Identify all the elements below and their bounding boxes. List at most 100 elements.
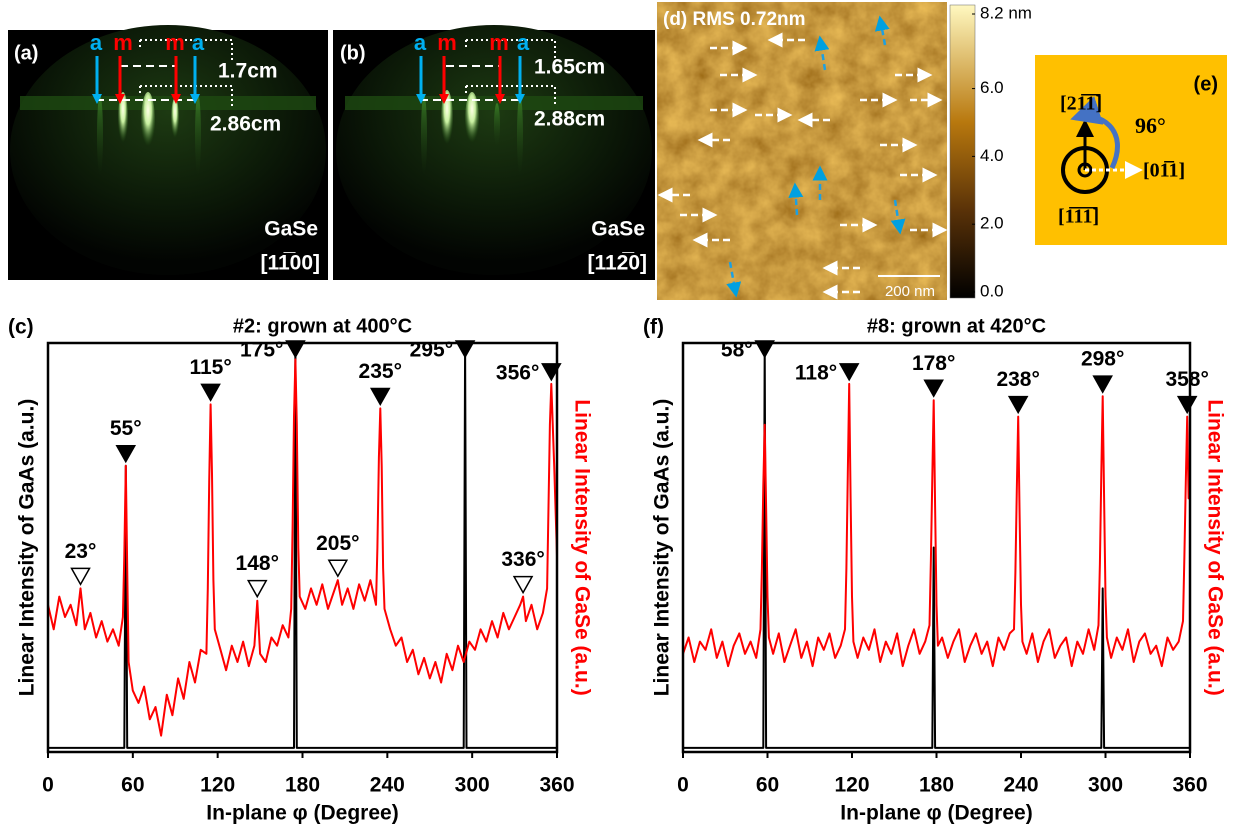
zone-axis-label: [112̅0]: [587, 252, 647, 275]
streak-label: a: [414, 30, 427, 55]
bracket: [96, 65, 200, 101]
rheed-panel-a: [8, 25, 328, 280]
streak-label: a: [90, 30, 103, 55]
peak-marker: [327, 559, 349, 578]
y2-axis-label: Linear Intensity of GaSe (a.u.): [1203, 399, 1226, 695]
streak-label: m: [437, 30, 457, 55]
x-tick-label: 180: [919, 774, 954, 797]
streak: [171, 98, 179, 142]
x-tick-label: 120: [200, 774, 235, 797]
afm-panel: (d) RMS 0.72nm 200 nm: [657, 2, 976, 300]
direction-label: [1̅1̅1̅]: [1058, 206, 1099, 228]
peak-label: 148°: [236, 552, 279, 575]
peak-label: 205°: [316, 532, 359, 555]
angle-label: 96°: [1135, 113, 1166, 138]
x-tick-label: 300: [1088, 774, 1123, 797]
direction-label: [21̅1̅]: [1060, 93, 1102, 115]
streak-arrow-head: [171, 94, 181, 104]
series-line: [682, 382, 1191, 668]
panel-label: (d) RMS 0.72nm: [663, 9, 806, 30]
bracket: [420, 65, 524, 101]
material-label: GaSe: [264, 218, 318, 241]
distance-label: 1.65cm: [534, 56, 605, 79]
peak-marker: [70, 567, 91, 586]
x-tick-label: 120: [834, 774, 869, 797]
step-arrows: [657, 32, 948, 300]
peak-label: 118°: [795, 361, 837, 384]
peak-marker: [512, 575, 534, 595]
chart: (f) #8: grown at 420°C In-plane φ (Degree)…: [643, 315, 1226, 824]
peak-marker: [369, 387, 391, 406]
distance-label: 1.7cm: [218, 60, 278, 83]
x-tick-label: 0: [677, 774, 689, 797]
peak-label: 23°: [65, 540, 97, 563]
streak-arrow-head: [92, 94, 102, 104]
peak-label: 295°: [410, 339, 453, 362]
peak-marker: [1176, 395, 1198, 415]
peak-label: 175°: [240, 339, 283, 362]
panel-background: [1035, 55, 1227, 245]
streak: [97, 95, 103, 175]
x-tick-label: 360: [1172, 774, 1207, 797]
peak-label: 55°: [110, 417, 142, 440]
streak: [195, 95, 201, 175]
peak-label: 235°: [359, 360, 402, 383]
x-tick-label: 360: [539, 774, 574, 797]
x-tick-label: 240: [370, 774, 405, 797]
material-label: GaSe: [591, 218, 645, 241]
streak: [517, 95, 523, 175]
y-axis-label: Linear Intensity of GaAs (a.u.): [651, 399, 674, 697]
x-axis-label: In-plane φ (Degree): [840, 802, 1032, 825]
peak-label: 178°: [912, 352, 955, 375]
x-tick-label: 240: [1003, 774, 1038, 797]
peak-marker: [838, 363, 860, 382]
distance-label: 2.86cm: [210, 113, 281, 136]
peak-marker: [1092, 375, 1113, 394]
streak: [421, 95, 427, 175]
rheed-panel-b: [333, 25, 655, 280]
y-axis-label: Linear Intensity of GaAs (a.u.): [16, 399, 39, 697]
x-tick-label: 180: [285, 774, 320, 797]
colorbar-tick-label: 6.0: [980, 78, 1004, 97]
x-tick-label: 60: [121, 774, 144, 797]
rheed-glow: [10, 25, 326, 275]
peak-label: 238°: [996, 368, 1039, 391]
colorbar-tick-label: 0.0: [980, 281, 1004, 300]
panel-label: (a): [14, 42, 38, 64]
angle-arrow: [1070, 96, 1120, 170]
streak-label: m: [113, 30, 133, 55]
direction-label: [01̅1]: [1143, 160, 1185, 182]
streak: [494, 103, 500, 147]
peak-marker: [115, 444, 137, 464]
peak-label: 356°: [496, 361, 539, 384]
x-tick-label: 0: [42, 774, 54, 797]
plot-frame: [681, 341, 1192, 754]
streak-label: m: [489, 30, 509, 55]
rheed-glow: [336, 25, 652, 275]
peak-marker: [1007, 395, 1029, 415]
x-axis-label: In-plane φ (Degree): [206, 802, 398, 825]
peak-marker: [246, 579, 268, 599]
peak-marker: [541, 363, 562, 382]
peak-marker: [285, 340, 306, 359]
peak-marker: [754, 340, 775, 359]
streak-arrow-head: [495, 94, 505, 104]
streak: [465, 92, 479, 148]
colorbar-tick-label: 4.0: [980, 146, 1004, 165]
streak: [441, 90, 453, 150]
peak-label: 358°: [1165, 368, 1208, 391]
x-tick-label: 60: [756, 774, 779, 797]
panel-label: (f): [643, 316, 664, 339]
chart-title: #8: grown at 420°C: [867, 315, 1046, 337]
afm-image: [657, 2, 947, 300]
series-line: [47, 358, 558, 737]
x-tick-label: 300: [455, 774, 490, 797]
streak-arrow-head: [416, 94, 426, 104]
streak-arrow-head: [439, 94, 449, 104]
orientation-panel: [21̅1̅] (e) 96° [01̅1] [1̅1̅1̅]: [1035, 55, 1227, 245]
zone-axis-label: [11̅00]: [260, 252, 320, 275]
peak-marker: [454, 340, 476, 359]
streak-arrow-head: [115, 94, 125, 104]
colorbar-tick-label: 2.0: [980, 214, 1004, 233]
